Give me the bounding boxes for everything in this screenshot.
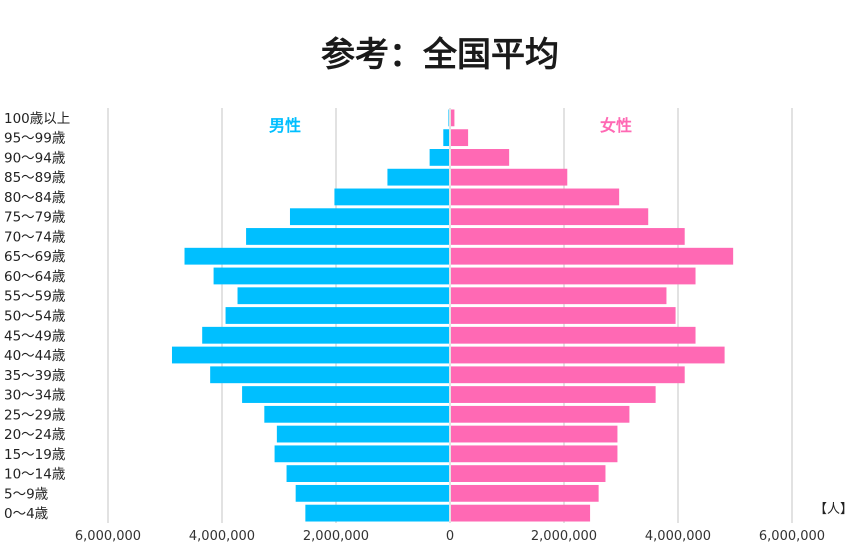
category-label: 95〜99歳 bbox=[4, 131, 66, 147]
bar-male bbox=[387, 168, 449, 186]
category-label: 45〜49歳 bbox=[4, 328, 66, 344]
x-tick-labels: 6,000,000 4,000,000 2,000,000 0 2,000,000 4,0… bbox=[75, 529, 825, 544]
bar-male bbox=[242, 386, 449, 403]
bar-female bbox=[451, 188, 620, 206]
category-label: 65〜69歳 bbox=[4, 249, 66, 265]
bar-male bbox=[286, 465, 449, 482]
category-label: 75〜79歳 bbox=[4, 210, 66, 226]
legend-female: 女性 bbox=[600, 116, 632, 135]
x-tick-label: 4,000,000 bbox=[645, 529, 711, 544]
x-tick-label: 0 bbox=[446, 529, 454, 544]
category-label: 55〜59歳 bbox=[4, 289, 66, 305]
category-label: 60〜64歳 bbox=[4, 269, 66, 285]
bar-female bbox=[451, 465, 606, 482]
chart-title: 参考：全国平均 bbox=[321, 35, 559, 75]
bars-group bbox=[171, 109, 734, 522]
category-label: 80〜84歳 bbox=[4, 190, 66, 206]
bar-female bbox=[451, 287, 667, 305]
bar-female bbox=[451, 109, 455, 127]
bar-female bbox=[451, 504, 591, 522]
category-label: 30〜34歳 bbox=[4, 388, 66, 404]
bar-female bbox=[451, 129, 469, 147]
bar-male bbox=[276, 425, 449, 443]
category-label: 25〜29歳 bbox=[4, 407, 66, 423]
bar-female bbox=[451, 307, 676, 324]
category-label: 0〜4歳 bbox=[4, 506, 49, 522]
unit-label: 【人】 bbox=[814, 502, 853, 517]
bar-male bbox=[213, 267, 449, 285]
bar-female bbox=[451, 168, 568, 186]
category-label: 20〜24歳 bbox=[4, 427, 66, 443]
category-label: 90〜94歳 bbox=[4, 150, 66, 166]
category-label: 70〜74歳 bbox=[4, 229, 66, 245]
category-label: 15〜19歳 bbox=[4, 447, 66, 463]
category-labels: 100歳以上 95〜99歳 90〜94歳 85〜89歳 80〜84歳 75〜79歳 70〜7… bbox=[4, 111, 70, 522]
bar-female bbox=[451, 425, 618, 443]
bar-female bbox=[451, 445, 618, 463]
bar-male bbox=[429, 149, 449, 166]
x-tick-label: 6,000,000 bbox=[75, 529, 141, 544]
grid-lines bbox=[107, 108, 793, 523]
bar-male bbox=[246, 228, 449, 245]
bar-male bbox=[237, 287, 449, 305]
bar-male bbox=[334, 188, 449, 206]
bar-male bbox=[210, 366, 449, 384]
bar-male bbox=[289, 208, 449, 226]
bar-male bbox=[274, 445, 449, 463]
bar-male bbox=[184, 247, 449, 265]
bar-female bbox=[451, 326, 696, 344]
category-label: 85〜89歳 bbox=[4, 170, 66, 186]
bar-male bbox=[295, 484, 449, 502]
category-label: 10〜14歳 bbox=[4, 467, 66, 483]
x-tick-label: 2,000,000 bbox=[531, 529, 597, 544]
bar-female bbox=[451, 346, 725, 364]
bar-male bbox=[171, 346, 450, 364]
category-label: 35〜39歳 bbox=[4, 368, 66, 384]
x-tick-label: 2,000,000 bbox=[303, 529, 369, 544]
category-label: 50〜54歳 bbox=[4, 309, 66, 325]
bar-female bbox=[451, 366, 685, 384]
category-label: 100歳以上 bbox=[4, 111, 70, 127]
category-label: 5〜9歳 bbox=[4, 486, 49, 502]
bar-female bbox=[451, 484, 599, 502]
category-label: 40〜44歳 bbox=[4, 348, 66, 364]
bar-female bbox=[451, 228, 685, 245]
bar-male bbox=[225, 307, 449, 324]
bar-male bbox=[448, 109, 449, 127]
bar-female bbox=[451, 149, 510, 166]
bar-female bbox=[451, 386, 656, 403]
bar-male bbox=[443, 129, 449, 147]
bar-male bbox=[264, 405, 449, 423]
x-tick-label: 4,000,000 bbox=[189, 529, 255, 544]
bar-male bbox=[202, 326, 449, 344]
bar-female bbox=[451, 208, 649, 226]
bar-female bbox=[451, 267, 696, 285]
x-tick-label: 6,000,000 bbox=[759, 529, 825, 544]
legend-male: 男性 bbox=[269, 116, 301, 135]
bar-female bbox=[451, 247, 734, 265]
bar-female bbox=[451, 405, 630, 423]
bar-male bbox=[305, 504, 449, 522]
